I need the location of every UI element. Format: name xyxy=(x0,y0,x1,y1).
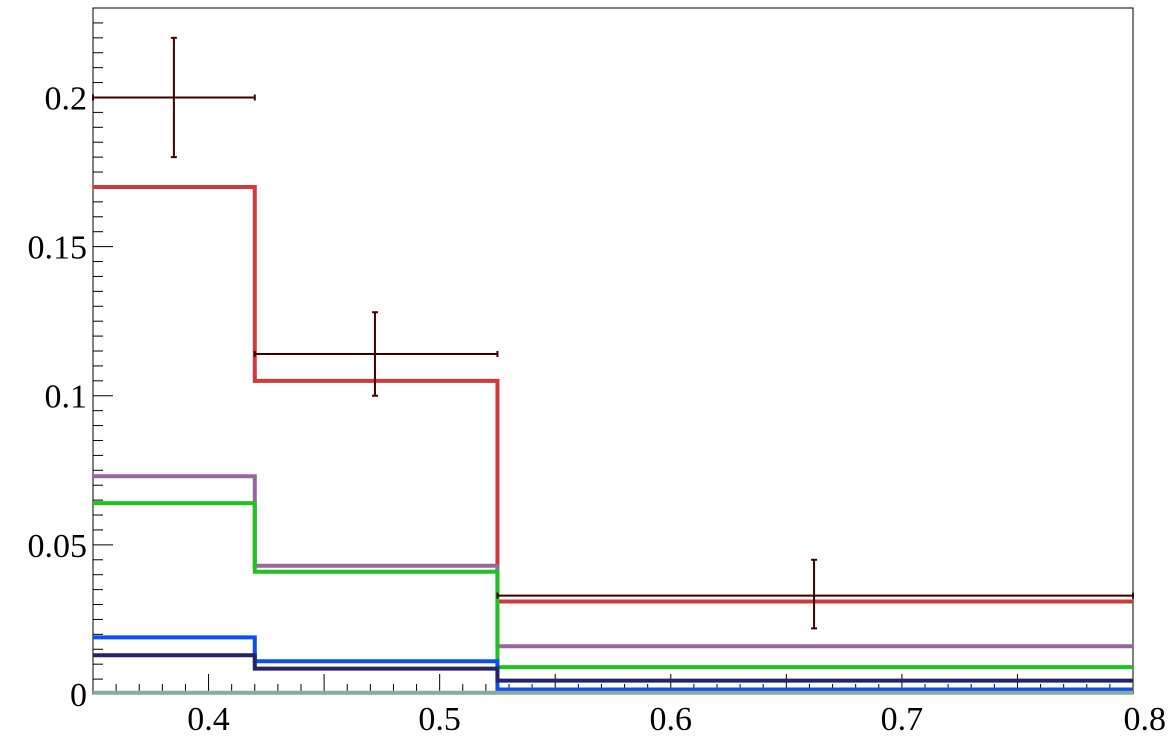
y-tick-label: 0.1 xyxy=(45,379,88,416)
data-point-2 xyxy=(496,558,1134,630)
tick-labels: 0 0.05 0.1 0.15 0.2 0.4 0.5 0.6 0.7 0.8 xyxy=(28,80,1167,738)
data-point-1 xyxy=(253,311,499,397)
axes xyxy=(92,7,1134,695)
series-line-0 xyxy=(93,184,1133,604)
plot-frame xyxy=(92,7,1134,695)
y-tick-label: 0 xyxy=(70,677,87,714)
series-line-4 xyxy=(93,653,1133,683)
series-line-1 xyxy=(93,474,1133,649)
y-tick-label: 0.05 xyxy=(28,528,88,565)
series-line-3 xyxy=(93,635,1133,692)
data-point-0 xyxy=(92,36,256,159)
y-tick-label: 0.15 xyxy=(28,230,88,267)
x-tick-label: 0.8 xyxy=(1124,701,1167,738)
x-tick-label: 0.4 xyxy=(187,701,230,738)
x-tick-label: 0.7 xyxy=(881,701,924,738)
series-line-2 xyxy=(93,501,1133,670)
x-tick-label: 0.6 xyxy=(650,701,693,738)
histogram-series xyxy=(93,184,1133,695)
data-points xyxy=(92,36,1134,630)
y-tick-label: 0.2 xyxy=(45,80,88,117)
x-tick-label: 0.5 xyxy=(418,701,461,738)
